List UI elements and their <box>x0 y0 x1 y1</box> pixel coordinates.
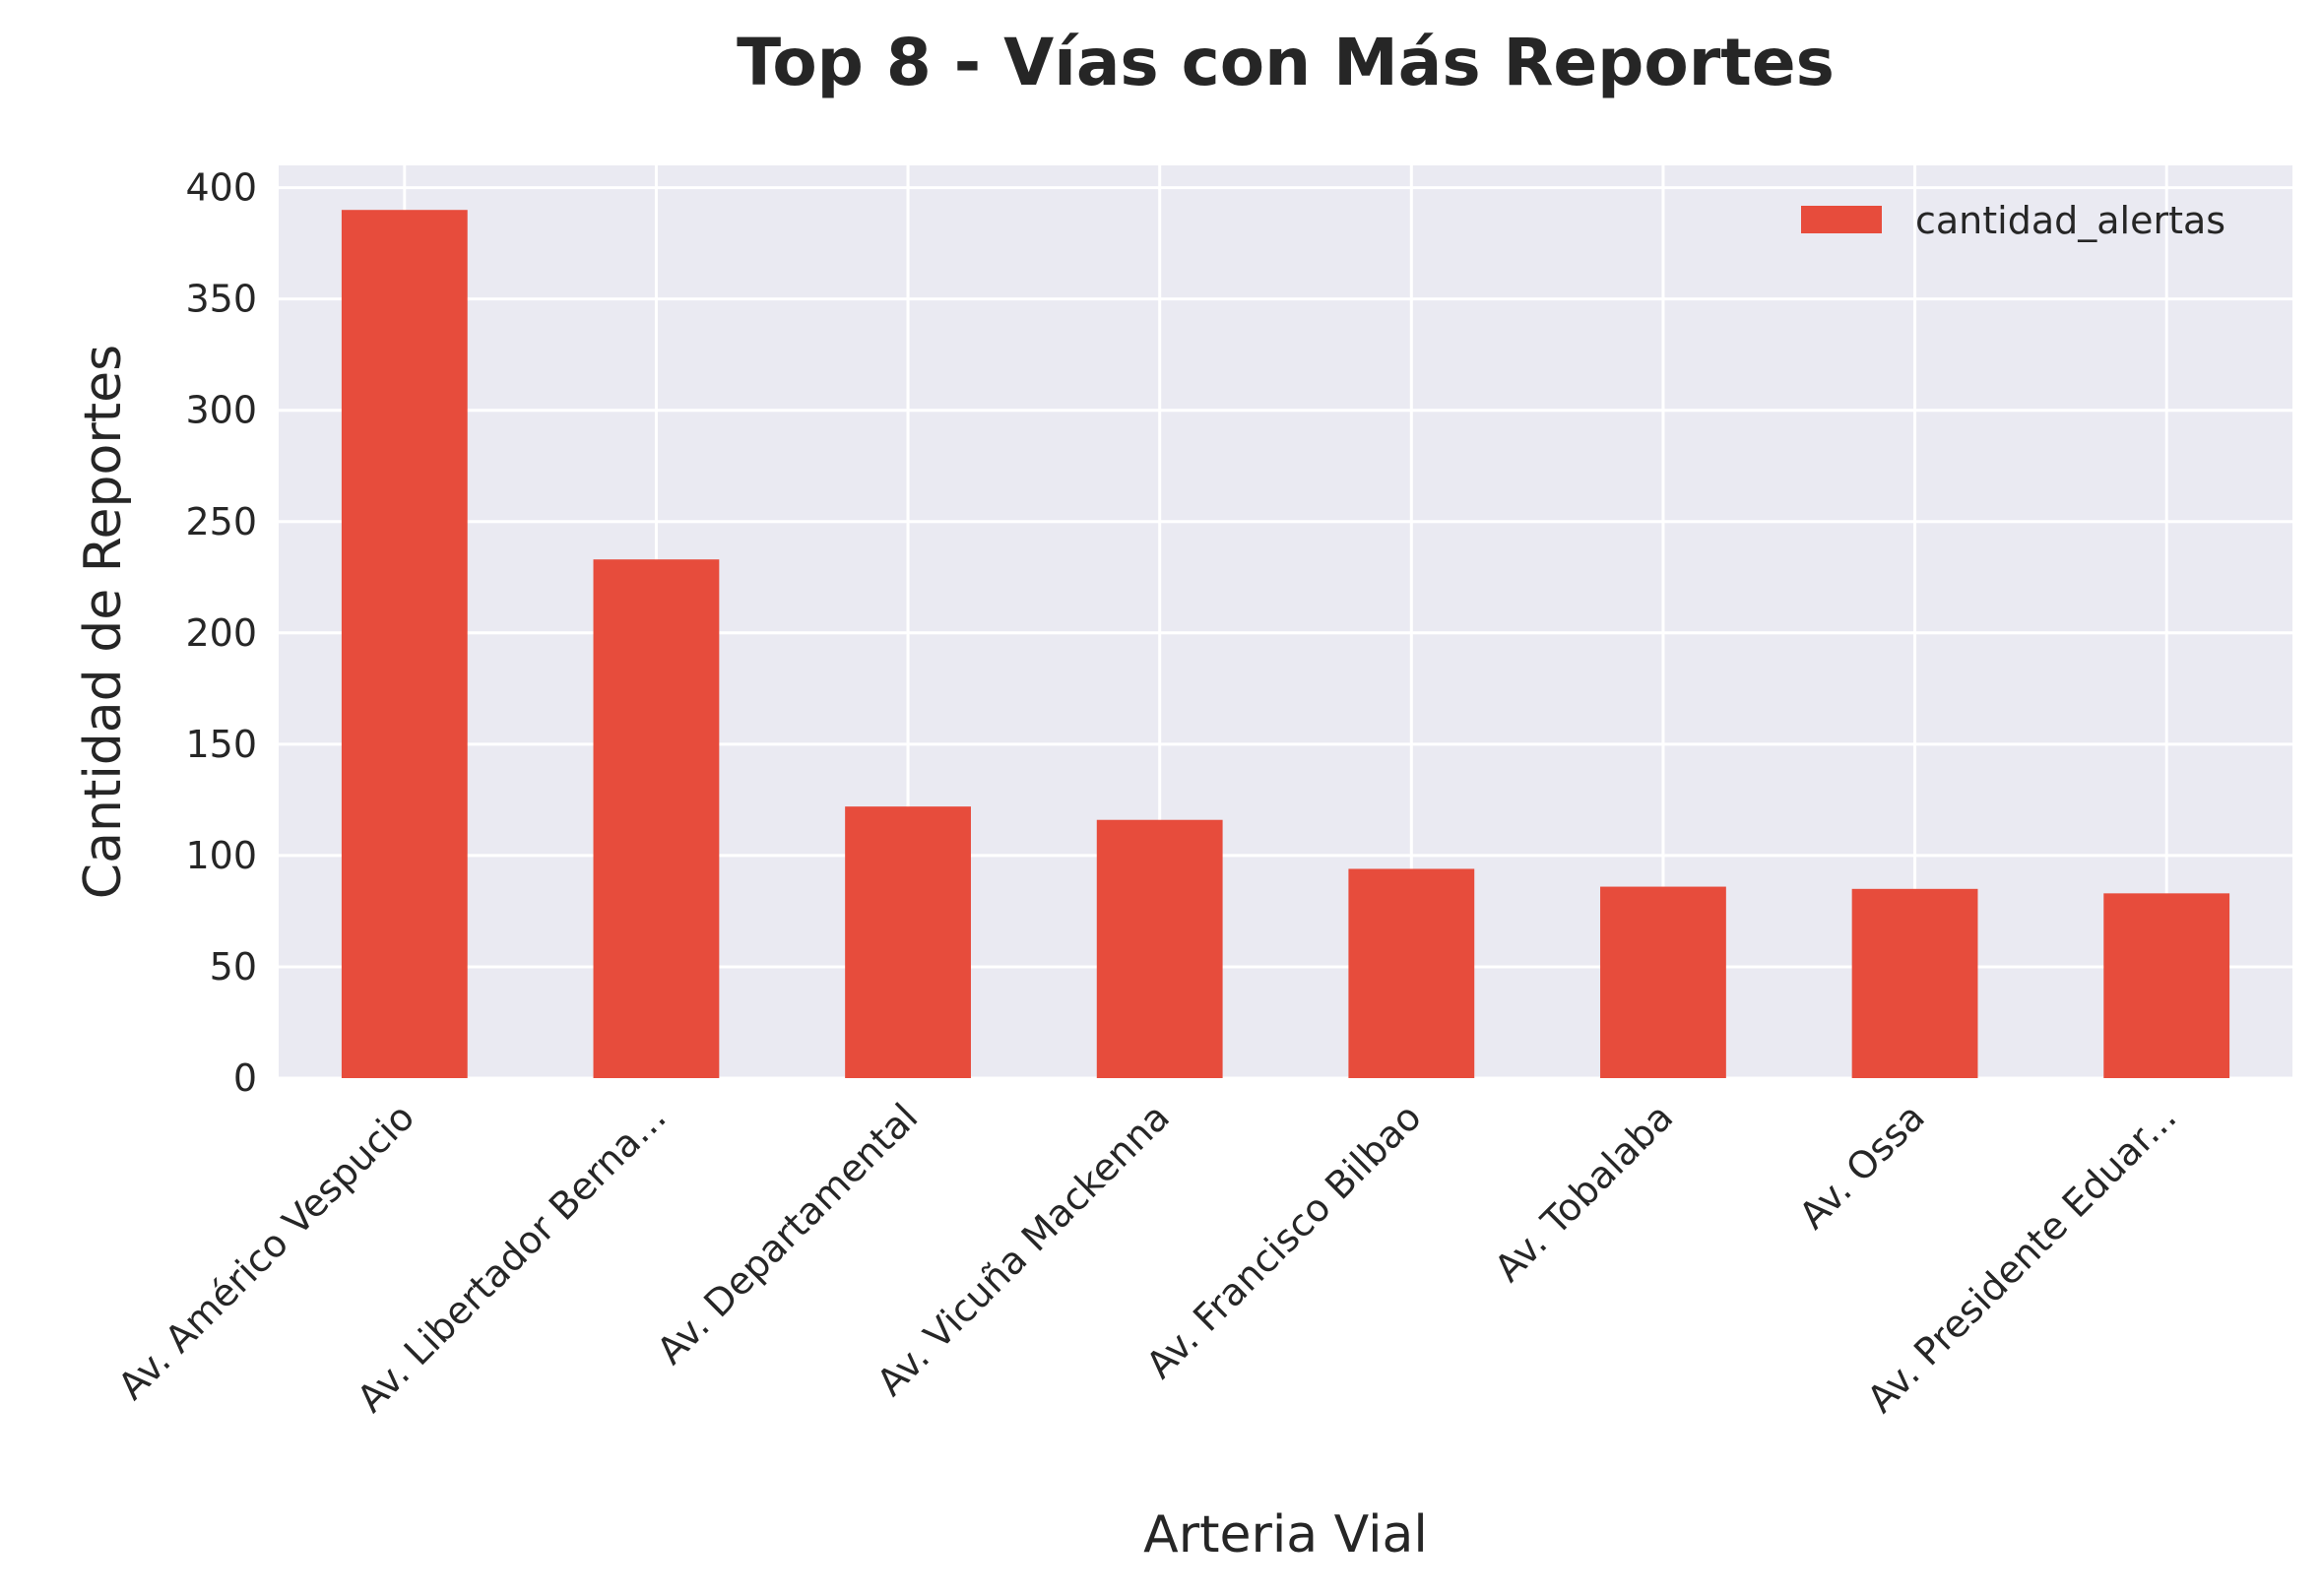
plot-area <box>279 165 2292 1078</box>
x-tick-label: Av. Francisco Bilbao <box>1137 1095 1429 1386</box>
bar <box>1096 819 1223 1078</box>
y-tick-label: 50 <box>210 945 257 989</box>
x-tick-label: Av. Departamental <box>649 1095 927 1373</box>
bar <box>845 806 971 1078</box>
y-tick-label: 350 <box>185 278 257 321</box>
bar <box>341 210 468 1079</box>
bars <box>341 210 2230 1079</box>
chart-title: Top 8 - Vías con Más Reportes <box>737 25 1835 100</box>
bar <box>1348 868 1475 1078</box>
legend-label: cantidad_alertas <box>1915 199 2225 242</box>
x-tick-label: Av. Ossa <box>1790 1095 1932 1237</box>
y-tick-labels: 0 50 100 150 200 250 300 350 400 <box>185 166 257 1100</box>
x-axis-label: Arteria Vial <box>1143 1505 1428 1564</box>
y-axis-label: Cantidad de Reportes <box>74 345 133 899</box>
y-tick-label: 400 <box>185 166 257 210</box>
legend: cantidad_alertas <box>1801 199 2225 242</box>
x-tick-label: Av. Tobalaba <box>1486 1095 1681 1290</box>
x-tick-label: Av. Vicuña Mackenna <box>869 1095 1178 1404</box>
y-tick-label: 200 <box>185 611 257 655</box>
bar <box>593 559 720 1078</box>
y-tick-label: 0 <box>233 1056 257 1100</box>
y-tick-label: 100 <box>185 834 257 877</box>
bar <box>2103 893 2230 1078</box>
legend-swatch <box>1801 206 1882 233</box>
y-tick-label: 300 <box>185 389 257 432</box>
x-tick-label: Av. Américo Vespucio <box>109 1095 422 1408</box>
y-tick-label: 150 <box>185 723 257 766</box>
y-tick-label: 250 <box>185 500 257 543</box>
bar <box>1851 888 1978 1078</box>
bar <box>1600 886 1726 1078</box>
